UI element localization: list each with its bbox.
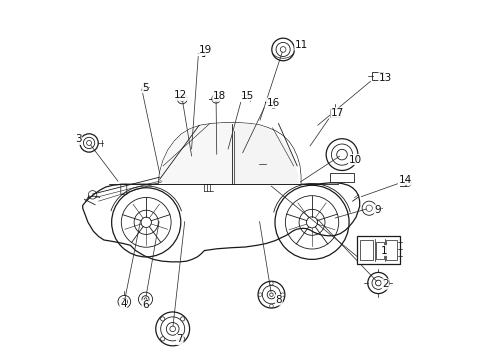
Circle shape: [281, 293, 285, 296]
FancyBboxPatch shape: [330, 172, 354, 182]
Text: 5: 5: [142, 82, 149, 93]
Text: 8: 8: [275, 295, 282, 305]
Circle shape: [274, 185, 350, 260]
Circle shape: [111, 187, 181, 258]
Text: 11: 11: [295, 40, 308, 50]
Circle shape: [180, 317, 185, 321]
Polygon shape: [83, 183, 360, 262]
Text: 19: 19: [199, 45, 212, 55]
Text: 9: 9: [374, 205, 381, 215]
Text: 13: 13: [379, 73, 392, 83]
Circle shape: [258, 293, 262, 296]
Text: 14: 14: [399, 175, 412, 185]
Polygon shape: [160, 123, 232, 184]
Polygon shape: [159, 123, 301, 184]
Text: 6: 6: [142, 300, 149, 310]
Polygon shape: [232, 123, 298, 184]
Text: 1: 1: [381, 246, 388, 256]
FancyBboxPatch shape: [372, 72, 383, 80]
Text: 18: 18: [213, 91, 226, 101]
Text: 2: 2: [382, 279, 389, 289]
Text: 4: 4: [120, 299, 126, 309]
Text: 7: 7: [176, 334, 183, 345]
Text: 17: 17: [331, 108, 344, 118]
Text: 12: 12: [174, 90, 187, 100]
Text: 15: 15: [241, 91, 254, 101]
FancyBboxPatch shape: [357, 237, 399, 264]
Circle shape: [180, 337, 185, 341]
Text: 3: 3: [75, 134, 82, 144]
Circle shape: [161, 337, 165, 341]
Circle shape: [161, 317, 165, 321]
FancyBboxPatch shape: [330, 109, 340, 117]
Text: 10: 10: [348, 154, 362, 165]
Text: 16: 16: [267, 98, 280, 108]
Circle shape: [270, 304, 273, 308]
Circle shape: [270, 282, 273, 285]
Polygon shape: [177, 175, 184, 183]
